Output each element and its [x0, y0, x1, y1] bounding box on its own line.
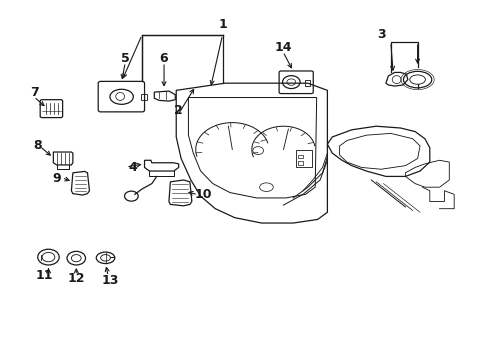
Text: 13: 13: [102, 274, 119, 287]
Text: 14: 14: [274, 41, 292, 54]
Text: 11: 11: [36, 269, 53, 282]
Text: 6: 6: [160, 51, 168, 64]
Text: 1: 1: [218, 18, 226, 31]
Text: 7: 7: [30, 86, 39, 99]
Text: 5: 5: [121, 51, 129, 64]
Text: 8: 8: [33, 139, 41, 152]
Bar: [141, 94, 147, 100]
Text: 2: 2: [174, 104, 183, 117]
Text: 9: 9: [52, 172, 61, 185]
Text: 4: 4: [128, 161, 137, 174]
Bar: [298, 161, 303, 165]
Text: 12: 12: [67, 272, 85, 285]
Text: 3: 3: [376, 28, 385, 41]
Bar: [305, 80, 309, 86]
Bar: [298, 155, 303, 158]
Text: 10: 10: [194, 188, 211, 201]
